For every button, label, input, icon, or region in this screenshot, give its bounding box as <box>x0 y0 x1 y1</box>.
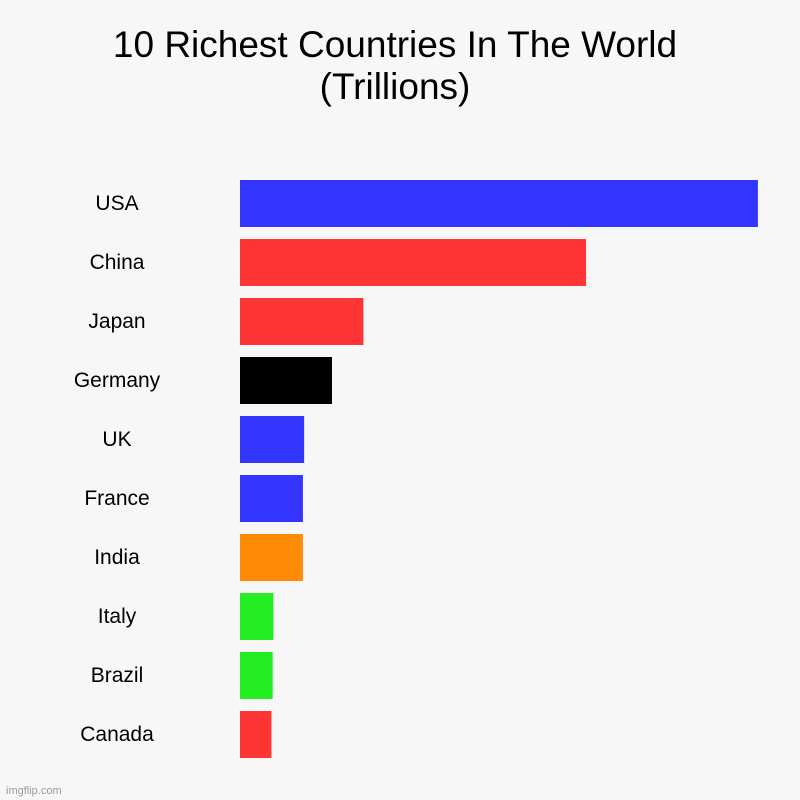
bar-japan <box>240 298 364 345</box>
chart-title: 10 Richest Countries In The World (Trill… <box>0 24 790 108</box>
category-label-usa: USA <box>95 192 138 215</box>
chart-title-line-2: (Trillions) <box>319 66 471 107</box>
chart-title-line-1: 10 Richest Countries In The World <box>112 24 678 65</box>
bar-italy <box>240 593 274 640</box>
bar-france <box>240 475 303 522</box>
bar-uk <box>240 416 305 463</box>
category-label-italy: Italy <box>98 605 137 628</box>
category-label-japan: Japan <box>88 310 145 333</box>
bar-usa <box>240 180 758 227</box>
category-label-france: France <box>84 487 149 510</box>
category-label-china: China <box>90 251 145 274</box>
bar-canada <box>240 711 272 758</box>
category-label-canada: Canada <box>80 723 154 746</box>
bar-india <box>240 534 303 581</box>
category-label-brazil: Brazil <box>91 664 144 687</box>
bar-brazil <box>240 652 273 699</box>
bar-germany <box>240 357 332 404</box>
bar-china <box>240 239 587 286</box>
watermark: imgflip.com <box>6 785 62 797</box>
category-label-uk: UK <box>102 428 131 451</box>
category-label-india: India <box>94 546 140 569</box>
category-label-germany: Germany <box>74 369 161 392</box>
